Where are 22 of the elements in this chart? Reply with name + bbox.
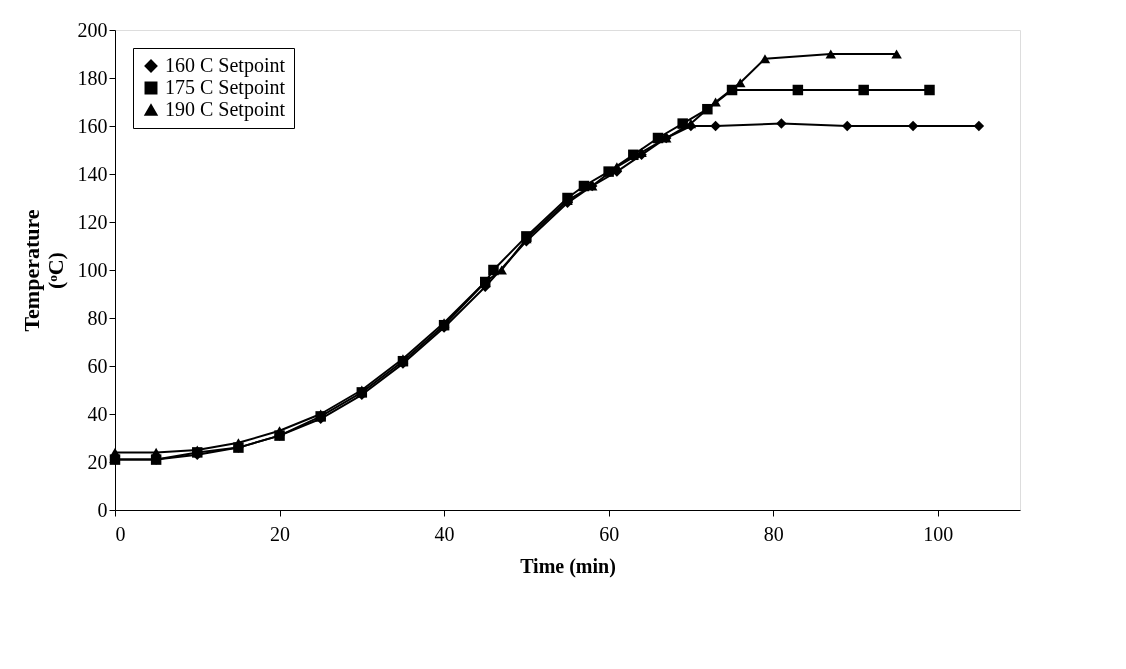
legend-label: 160 C Setpoint — [165, 54, 286, 77]
y-tick-label: 100 — [77, 258, 108, 281]
x-tick-label: 0 — [115, 522, 126, 545]
y-tick-label: 60 — [87, 354, 108, 377]
y-tick-label: 80 — [87, 306, 108, 329]
x-tick-label: 100 — [923, 522, 954, 545]
y-tick-label: 120 — [77, 210, 108, 233]
y-tick-label: 20 — [87, 450, 108, 473]
legend-label: 175 C Setpoint — [165, 76, 286, 99]
y-tick-label: 200 — [77, 18, 108, 41]
y-tick-label: 0 — [97, 498, 108, 521]
y-tick-label: 40 — [87, 402, 108, 425]
x-tick-label: 60 — [599, 522, 620, 545]
legend-label: 190 C Setpoint — [165, 98, 286, 121]
y-axis-title: Temperature (ᵒC) — [18, 209, 68, 332]
x-axis-title: Time (min) — [520, 554, 616, 578]
x-tick-label: 80 — [763, 522, 784, 545]
y-tick-label: 160 — [77, 114, 108, 137]
x-tick-label: 20 — [270, 522, 291, 545]
y-tick-label: 140 — [77, 162, 108, 185]
x-tick-label: 40 — [434, 522, 455, 545]
y-tick-label: 180 — [77, 66, 108, 89]
